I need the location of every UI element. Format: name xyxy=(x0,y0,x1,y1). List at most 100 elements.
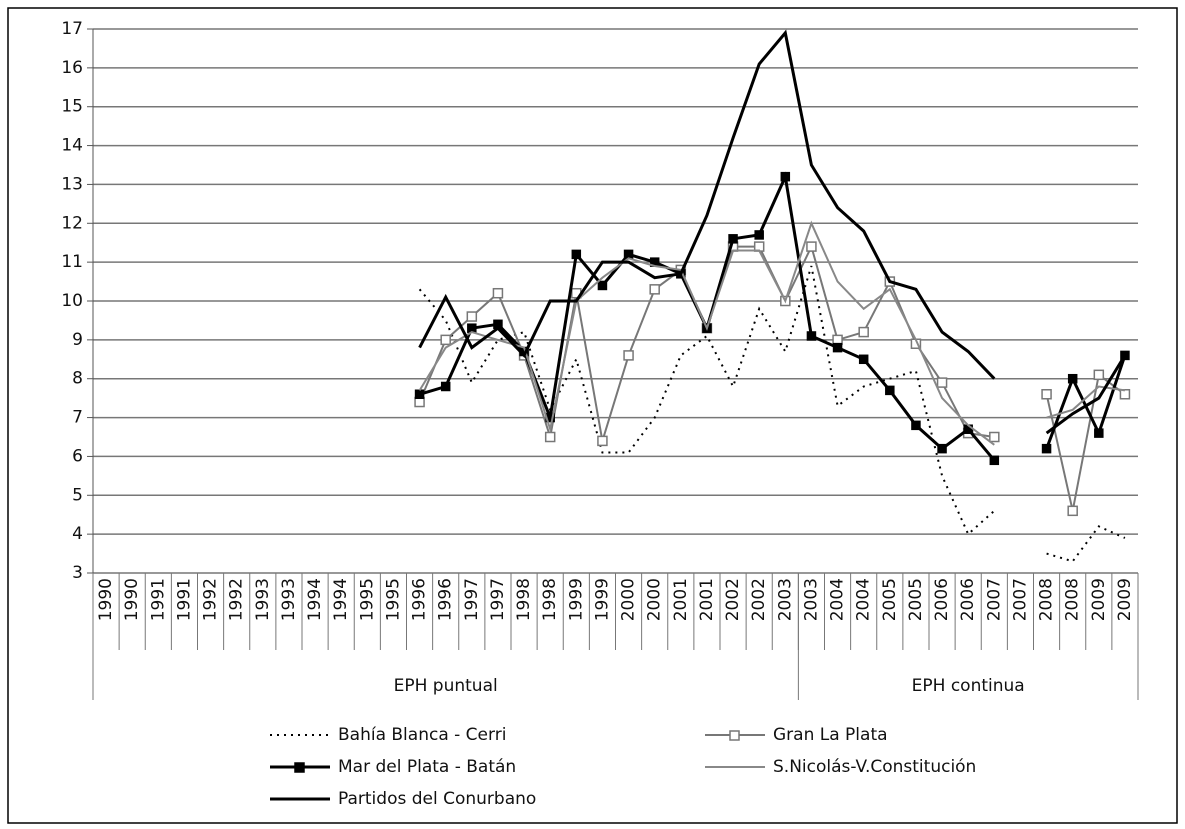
data-point xyxy=(1094,428,1104,438)
data-point xyxy=(571,249,582,260)
x-tick-label: 2003 xyxy=(801,578,821,621)
y-tick-label: 7 xyxy=(72,408,83,428)
data-point xyxy=(806,331,817,341)
frame xyxy=(7,7,1178,824)
x-tick-label: 2008 xyxy=(1063,578,1083,621)
y-tick-label: 17 xyxy=(61,19,83,39)
data-point xyxy=(1093,369,1105,381)
y-tick-label: 8 xyxy=(72,369,83,389)
data-point xyxy=(440,381,451,392)
x-tick-label: 2002 xyxy=(749,578,769,621)
y-tick-label: 12 xyxy=(61,213,83,233)
series-line xyxy=(418,29,1127,435)
x-tick-label: 2009 xyxy=(1089,578,1109,621)
data-point xyxy=(754,230,764,240)
data-point xyxy=(623,249,634,260)
x-tick-label: 1991 xyxy=(148,578,168,621)
x-tick-label: 1994 xyxy=(331,578,351,621)
legend-marker xyxy=(729,730,740,741)
x-tick-label: 2009 xyxy=(1115,578,1135,621)
x-tick-label: 2007 xyxy=(984,578,1004,621)
legend-label: S.Nicolás-V.Constitución xyxy=(773,757,976,777)
x-tick-label: 1993 xyxy=(279,578,299,621)
data-point xyxy=(544,431,556,443)
x-tick-label: 1999 xyxy=(592,578,612,621)
data-point xyxy=(492,287,504,299)
x-tick-label: 1995 xyxy=(383,578,403,621)
data-point xyxy=(936,377,948,388)
group-label: EPH continua xyxy=(912,676,1025,696)
data-point xyxy=(649,284,660,295)
x-tick-label: 1992 xyxy=(227,578,247,621)
legend-label: Mar del Plata - Batán xyxy=(338,757,516,777)
data-point xyxy=(832,342,843,353)
data-point xyxy=(1041,389,1052,400)
y-tick-label: 14 xyxy=(61,136,83,156)
data-point xyxy=(1067,373,1078,384)
data-point xyxy=(597,280,608,291)
x-tick-label: 1996 xyxy=(410,578,430,621)
x-tick-label: 1998 xyxy=(540,578,560,621)
data-point xyxy=(1041,443,1052,454)
series-line xyxy=(418,265,1126,563)
data-point xyxy=(467,323,477,333)
x-tick-label: 2000 xyxy=(645,578,665,621)
y-tick-label: 13 xyxy=(61,174,83,194)
y-tick-label: 9 xyxy=(72,330,83,350)
x-tick-label: 2005 xyxy=(906,578,926,621)
x-tick-label: 2006 xyxy=(932,578,952,621)
data-point xyxy=(911,420,921,431)
x-tick-label: 1994 xyxy=(305,578,325,621)
x-tick-label: 2002 xyxy=(723,578,743,621)
data-point xyxy=(989,455,1000,466)
x-tick-label: 1990 xyxy=(122,578,142,621)
x-tick-label: 2006 xyxy=(958,578,978,621)
data-point xyxy=(780,171,791,182)
data-point xyxy=(440,334,451,346)
data-point xyxy=(623,350,634,361)
x-tick-label: 2003 xyxy=(775,578,795,621)
x-tick-label: 1996 xyxy=(436,578,456,621)
x-tick-label: 2007 xyxy=(1010,578,1030,621)
y-tick-label: 5 xyxy=(72,485,83,505)
group-label: EPH puntual xyxy=(394,676,498,696)
x-tick-label: 2005 xyxy=(880,578,900,621)
x-tick-label: 1997 xyxy=(488,578,508,621)
x-tick-label: 2001 xyxy=(671,578,691,621)
data-point xyxy=(989,431,1000,443)
data-point xyxy=(858,326,869,338)
legend-marker xyxy=(294,762,305,773)
legend-label: Bahía Blanca - Cerri xyxy=(338,725,506,745)
x-tick-label: 2008 xyxy=(1037,578,1057,621)
y-tick-label: 3 xyxy=(72,563,83,583)
data-point xyxy=(1067,505,1078,517)
series-line xyxy=(418,220,1126,446)
y-tick-label: 15 xyxy=(61,97,83,117)
x-tick-label: 2004 xyxy=(854,578,874,621)
data-point xyxy=(937,443,947,454)
x-tick-label: 2001 xyxy=(697,578,717,621)
data-point xyxy=(466,311,478,322)
x-tick-label: 1992 xyxy=(201,578,221,621)
x-tick-label: 1993 xyxy=(253,578,273,621)
data-point xyxy=(1119,389,1131,400)
y-tick-label: 10 xyxy=(61,291,83,311)
x-tick-label: 1999 xyxy=(566,578,586,621)
legend-label: Gran La Plata xyxy=(773,725,888,745)
data-point xyxy=(858,354,869,365)
data-point xyxy=(806,241,817,252)
x-tick-label: 1990 xyxy=(96,578,116,621)
y-tick-label: 4 xyxy=(72,524,83,544)
data-point xyxy=(597,435,608,447)
y-tick-label: 6 xyxy=(72,446,83,466)
x-tick-label: 1998 xyxy=(514,578,534,621)
x-tick-label: 2000 xyxy=(619,578,639,621)
data-point xyxy=(885,385,895,396)
y-tick-label: 16 xyxy=(61,58,83,78)
data-point xyxy=(728,234,738,244)
y-tick-label: 11 xyxy=(61,252,83,272)
data-point xyxy=(414,389,425,400)
x-tick-label: 2004 xyxy=(828,578,848,621)
x-tick-label: 1995 xyxy=(357,578,377,621)
legend-label: Partidos del Conurbano xyxy=(338,789,536,809)
